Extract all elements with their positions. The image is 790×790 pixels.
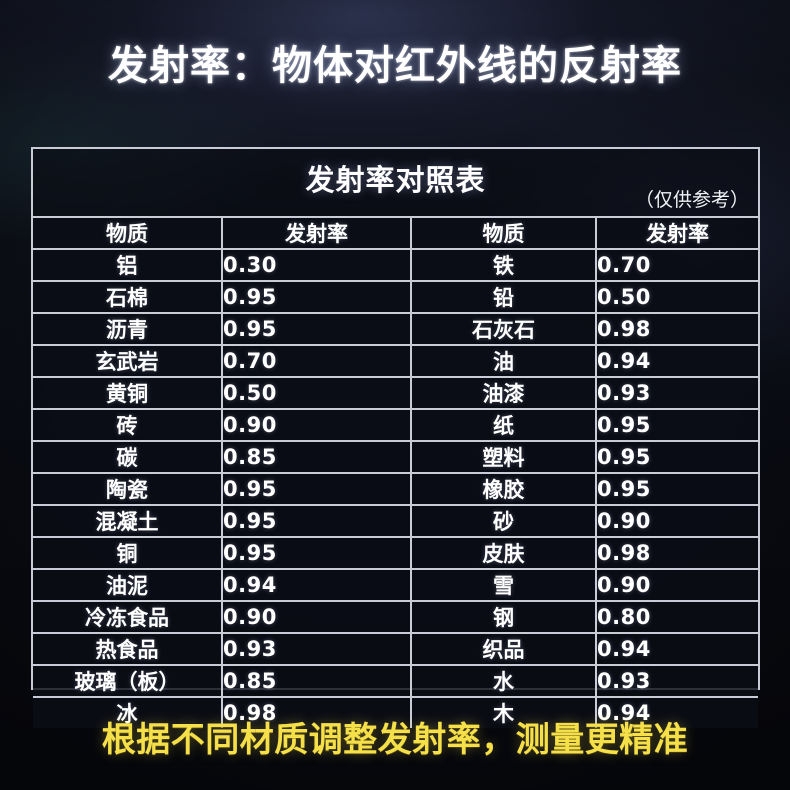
cell-emissivity-right: 0.95 (596, 409, 758, 442)
cell-substance-right: 纸 (411, 409, 597, 442)
cell-emissivity-left: 0.85 (222, 441, 412, 474)
emissivity-table: 物质 发射率 物质 发射率 铝 0.30 铁 0.70 石棉 0.95 铅 0.50 沥青 0.9… (33, 218, 758, 728)
table-row: 玻璃（板） 0.85 水 0.93 (33, 665, 758, 698)
column-header-emissivity-right: 发射率 (596, 218, 758, 250)
cell-emissivity-right: 0.93 (596, 665, 758, 698)
table-note: （仅供参考） (634, 189, 749, 211)
cell-substance-left: 砖 (33, 409, 223, 442)
table-row: 铜 0.95 皮肤 0.98 (33, 537, 758, 570)
table-title: 发射率对照表 (305, 163, 486, 197)
table-row: 沥青 0.95 石灰石 0.98 (33, 313, 758, 346)
cell-emissivity-left: 0.50 (222, 377, 412, 410)
cell-substance-right: 油漆 (411, 377, 597, 410)
cell-emissivity-left: 0.95 (222, 313, 412, 346)
cell-emissivity-left: 0.95 (222, 281, 412, 314)
table-row: 铝 0.30 铁 0.70 (33, 249, 758, 282)
cell-substance-right: 油 (411, 345, 597, 378)
emissivity-reference-table: 发射率对照表 （仅供参考） 物质 发射率 物质 发射率 铝 0.30 铁 0.70 石棉… (31, 147, 760, 728)
cell-emissivity-right: 0.98 (596, 537, 758, 570)
column-header-emissivity-left: 发射率 (222, 218, 412, 250)
column-header-substance-left: 物质 (33, 218, 223, 250)
cell-substance-left: 沥青 (33, 313, 223, 346)
cell-emissivity-left: 0.30 (222, 249, 412, 282)
cell-emissivity-left: 0.95 (222, 537, 412, 570)
page-title: 发射率：物体对红外线的反射率 (108, 43, 682, 89)
table-row: 玄武岩 0.70 油 0.94 (33, 345, 758, 378)
cell-substance-right: 雪 (411, 569, 597, 602)
table-row: 冷冻食品 0.90 钢 0.80 (33, 601, 758, 634)
cell-substance-left: 混凝土 (33, 505, 223, 538)
cell-substance-right: 铅 (411, 281, 597, 314)
cell-substance-right: 塑料 (411, 441, 597, 474)
cell-emissivity-right: 0.95 (596, 473, 758, 506)
table-row: 砖 0.90 纸 0.95 (33, 409, 758, 442)
table-row: 热食品 0.93 织品 0.94 (33, 633, 758, 666)
cell-substance-right: 石灰石 (411, 313, 597, 346)
cell-emissivity-right: 0.90 (596, 505, 758, 538)
cell-emissivity-right: 0.98 (596, 313, 758, 346)
cell-substance-right: 铁 (411, 249, 597, 282)
cell-emissivity-left: 0.85 (222, 665, 412, 698)
cell-emissivity-right: 0.94 (596, 697, 758, 728)
cell-substance-right: 水 (411, 665, 597, 698)
cell-substance-left: 陶瓷 (33, 473, 223, 506)
cell-emissivity-right: 0.95 (596, 441, 758, 474)
cell-substance-right: 皮肤 (411, 537, 597, 570)
table-row: 冰 0.98 木 0.94 (33, 697, 758, 728)
cell-emissivity-right: 0.94 (596, 345, 758, 378)
table-header-banner: 发射率对照表 （仅供参考） (33, 149, 758, 218)
cell-substance-left: 油泥 (33, 569, 223, 602)
table-body: 铝 0.30 铁 0.70 石棉 0.95 铅 0.50 沥青 0.95 石灰石 0.98 玄武岩 0.7… (33, 249, 758, 728)
cell-emissivity-left: 0.95 (222, 473, 412, 506)
table-header-row: 物质 发射率 物质 发射率 (33, 218, 758, 250)
cell-emissivity-right: 0.50 (596, 281, 758, 314)
table-row: 混凝土 0.95 砂 0.90 (33, 505, 758, 538)
cell-substance-right: 橡胶 (411, 473, 597, 506)
cell-substance-left: 铜 (33, 537, 223, 570)
table-row: 石棉 0.95 铅 0.50 (33, 281, 758, 314)
cell-substance-left: 碳 (33, 441, 223, 474)
cell-emissivity-left: 0.70 (222, 345, 412, 378)
cell-substance-left: 冰 (33, 697, 223, 728)
cell-substance-left: 黄铜 (33, 377, 223, 410)
cell-emissivity-left: 0.90 (222, 409, 412, 442)
cell-substance-right: 织品 (411, 633, 597, 666)
table-row: 油泥 0.94 雪 0.90 (33, 569, 758, 602)
cell-substance-right: 木 (411, 697, 597, 728)
cell-substance-left: 热食品 (33, 633, 223, 666)
cell-substance-right: 砂 (411, 505, 597, 538)
table-row: 碳 0.85 塑料 0.95 (33, 441, 758, 474)
cell-emissivity-right: 0.94 (596, 633, 758, 666)
cell-emissivity-left: 0.95 (222, 505, 412, 538)
cell-substance-right: 钢 (411, 601, 597, 634)
cell-emissivity-left: 0.90 (222, 601, 412, 634)
cell-substance-left: 石棉 (33, 281, 223, 314)
cell-substance-left: 玄武岩 (33, 345, 223, 378)
column-header-substance-right: 物质 (411, 218, 597, 250)
cell-emissivity-right: 0.93 (596, 377, 758, 410)
cell-emissivity-left: 0.98 (222, 697, 412, 728)
table-row: 黄铜 0.50 油漆 0.93 (33, 377, 758, 410)
cell-substance-left: 铝 (33, 249, 223, 282)
cell-emissivity-right: 0.90 (596, 569, 758, 602)
cell-emissivity-right: 0.70 (596, 249, 758, 282)
table-row: 陶瓷 0.95 橡胶 0.95 (33, 473, 758, 506)
cell-emissivity-right: 0.80 (596, 601, 758, 634)
cell-substance-left: 冷冻食品 (33, 601, 223, 634)
footer-caption: 根据不同材质调整发射率，测量更精准 (101, 720, 689, 760)
cell-emissivity-left: 0.93 (222, 633, 412, 666)
cell-emissivity-left: 0.94 (222, 569, 412, 602)
cell-substance-left: 玻璃（板） (33, 665, 223, 698)
